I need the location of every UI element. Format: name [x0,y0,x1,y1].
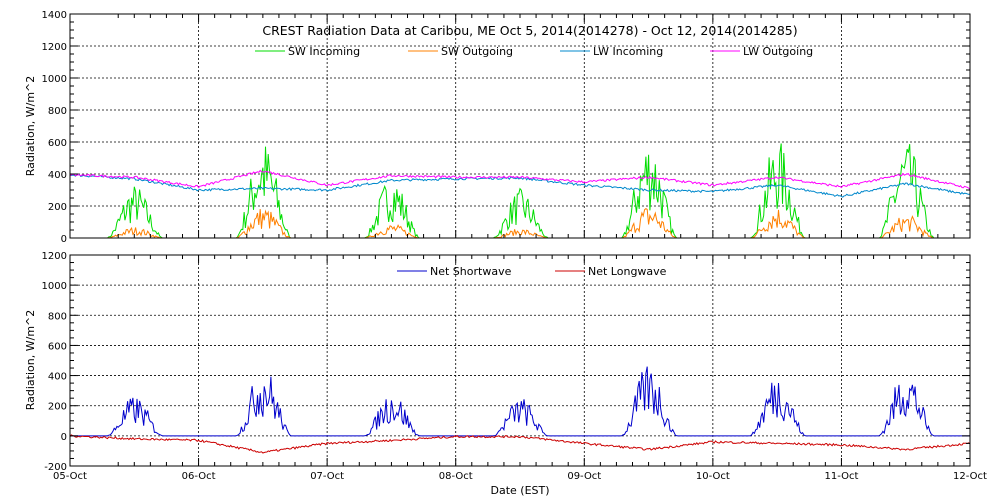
xtick-label: 10-Oct [696,471,730,482]
ytick-label: 200 [48,202,67,213]
bottom-series [69,366,971,454]
top-panel: 0 200 400 600 800 1000 1200 1400 CREST Radiatio… [24,10,971,245]
xtick-label: 12-Oct [953,471,987,482]
legend-label: LW Incoming [593,45,663,58]
xtick-label: 07-Oct [310,471,344,482]
ytick-label: 1000 [42,74,67,85]
ytick-label: 1200 [42,251,67,262]
top-axis: 0 200 400 600 800 1000 1200 1400 [42,10,971,245]
top-chart-title: CREST Radiation Data at Caribou, ME Oct … [262,23,797,38]
legend-label: Net Shortwave [430,265,512,278]
bottom-ylabel: Radiation, W/m^2 [24,310,37,411]
top-grid [70,14,970,238]
ytick-label: 1400 [42,10,67,21]
bottom-axis: -200 0 200 400 600 800 1000 1200 05-Oct 06-Oct 07-… [42,251,987,482]
legend-label: LW Outgoing [743,45,813,58]
ytick-label: 400 [48,170,67,181]
top-legend: SW Incoming SW Outgoing LW Incoming LW Outg… [255,45,813,58]
xtick-label: 05-Oct [53,471,87,482]
ytick-label: -200 [44,462,67,473]
ytick-label: 800 [48,311,67,322]
bottom-legend: Net Shortwave Net Longwave [397,265,667,278]
legend-label: Net Longwave [588,265,667,278]
ytick-label: 0 [61,234,67,245]
legend-label: SW Outgoing [441,45,513,58]
top-ylabel: Radiation, W/m^2 [24,76,37,177]
bottom-xlabel: Date (EST) [490,484,549,497]
xtick-label: 06-Oct [182,471,216,482]
series-line-lw-outgoing [69,169,971,190]
ytick-label: 1200 [42,42,67,53]
series-line-net-shortwave [70,366,970,437]
xtick-label: 08-Oct [439,471,473,482]
series-line-lw-incoming [70,174,971,198]
xtick-label: 09-Oct [567,471,601,482]
ytick-label: 600 [48,341,67,352]
legend-label: SW Incoming [288,45,360,58]
ytick-label: 400 [48,372,67,383]
ytick-label: 1000 [42,281,67,292]
series-line-net-longwave [69,434,971,454]
ytick-label: 600 [48,138,67,149]
ytick-label: 0 [61,432,67,443]
ytick-label: 200 [48,402,67,413]
bottom-panel: -200 0 200 400 600 800 1000 1200 05-Oct 06-Oct 07-… [24,251,987,497]
ytick-label: 800 [48,106,67,117]
xtick-label: 11-Oct [824,471,858,482]
